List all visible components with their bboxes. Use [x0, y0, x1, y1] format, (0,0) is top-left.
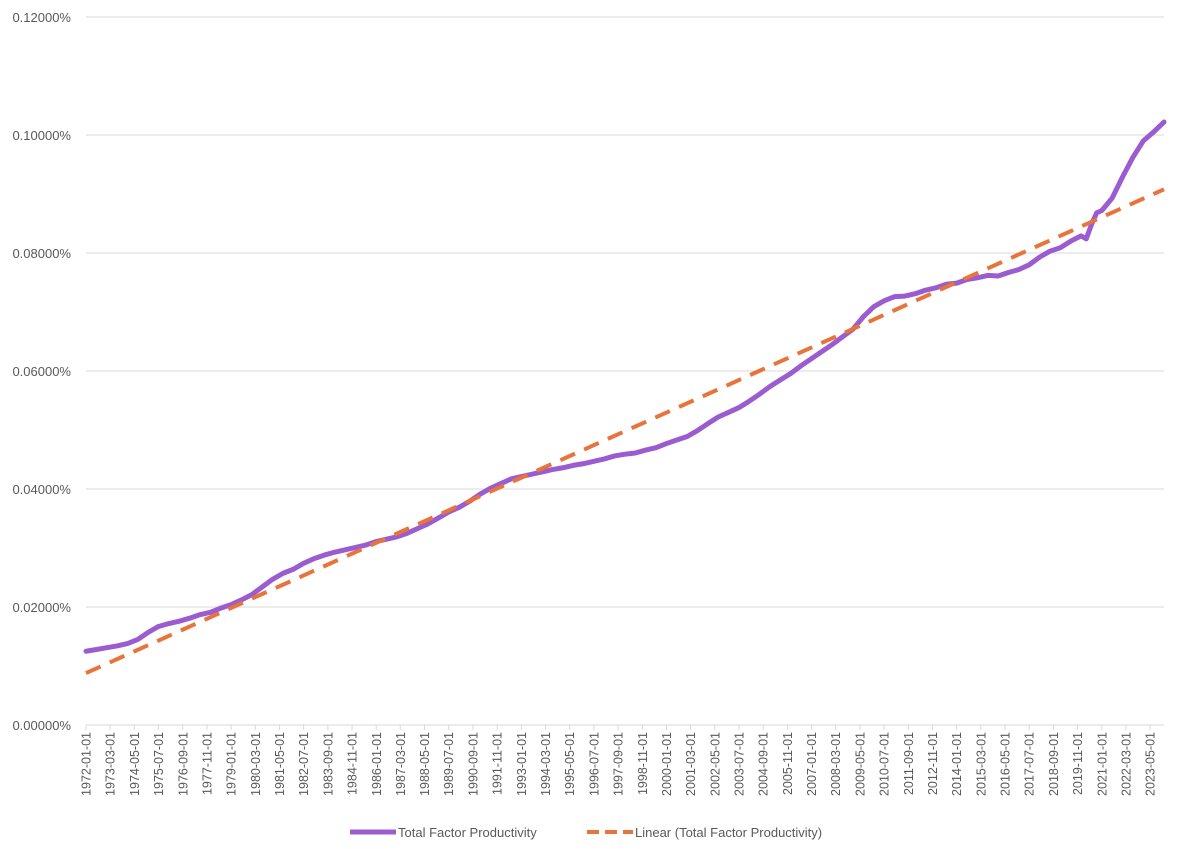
x-tick-label: 2004-09-01 — [757, 732, 771, 796]
y-tick-label: 0.06000% — [12, 364, 71, 379]
x-tick-label: 1988-05-01 — [418, 732, 432, 796]
series-layer — [83, 119, 1167, 675]
trendline-linear — [85, 187, 1165, 675]
x-tick-label: 2003-07-01 — [732, 732, 746, 796]
x-tick-label: 2022-03-01 — [1119, 732, 1133, 796]
x-tick-label: 1994-03-01 — [539, 732, 553, 796]
x-tick-label: 2016-05-01 — [999, 732, 1013, 796]
x-tick-label: 2005-11-01 — [781, 732, 795, 795]
x-tick-label: 1973-03-01 — [104, 732, 118, 796]
x-tick-label: 1977-11-01 — [200, 732, 214, 795]
gridlines — [86, 16, 1164, 608]
x-tick-label: 1991-11-01 — [491, 732, 505, 795]
x-tick-label: 1976-09-01 — [176, 732, 190, 796]
x-tick-label: 2012-11-01 — [926, 732, 940, 795]
x-tick-label: 2017-07-01 — [1023, 732, 1037, 796]
y-axis-tick-labels: 0.00000% 0.02000% 0.04000% 0.06000% 0.08000%… — [12, 10, 71, 733]
x-tick-label: 1983-09-01 — [321, 732, 335, 796]
x-tick-label: 1989-07-01 — [442, 732, 456, 796]
y-tick-label: 0.12000% — [12, 10, 71, 25]
y-tick-label: 0.08000% — [12, 246, 71, 261]
legend-label: Total Factor Productivity — [398, 825, 537, 840]
x-tick-label: 2019-11-01 — [1071, 732, 1085, 795]
x-tick-label: 2021-01-01 — [1095, 732, 1109, 796]
x-tick-label: 1980-03-01 — [249, 732, 263, 796]
x-tick-label: 1972-01-01 — [80, 732, 94, 796]
x-tick-label: 1979-01-01 — [225, 732, 239, 796]
legend-label: Linear (Total Factor Productivity) — [635, 825, 822, 840]
series-line-total-factor-productivity — [83, 119, 1167, 654]
x-tick-label: 1974-05-01 — [128, 732, 142, 796]
x-tick-label: 2014-01-01 — [950, 732, 964, 796]
x-tick-label: 2009-05-01 — [853, 732, 867, 796]
x-tick-label: 2008-03-01 — [829, 732, 843, 796]
x-tick-label: 1997-09-01 — [612, 732, 626, 796]
x-tick-label: 2001-03-01 — [684, 732, 698, 796]
x-tick-label: 2023-05-01 — [1144, 732, 1158, 796]
y-tick-label: 0.02000% — [12, 600, 71, 615]
x-tick-label: 2007-01-01 — [805, 732, 819, 796]
x-tick-label: 2000-01-01 — [660, 732, 674, 796]
x-tick-label: 2010-07-01 — [878, 732, 892, 796]
x-tick-label: 2015-03-01 — [974, 732, 988, 796]
x-tick-label: 1996-07-01 — [587, 732, 601, 796]
x-tick-label: 2018-09-01 — [1047, 732, 1061, 796]
x-tick-label: 1993-01-01 — [515, 732, 529, 796]
x-axis-tick-labels: 1972-01-01 1973-03-01 1974-05-01 1975-07-01… — [80, 725, 1158, 796]
x-tick-label: 2002-05-01 — [708, 732, 722, 796]
x-tick-label: 1984-11-01 — [346, 732, 360, 795]
x-tick-label: 1986-01-01 — [370, 732, 384, 796]
y-tick-label: 0.10000% — [12, 128, 71, 143]
x-tick-label: 1995-05-01 — [563, 732, 577, 796]
y-tick-label: 0.00000% — [12, 718, 71, 733]
x-tick-label: 1982-07-01 — [297, 732, 311, 796]
x-tick-label: 1981-05-01 — [273, 732, 287, 796]
legend: Total Factor Productivity Linear (Total F… — [350, 825, 822, 840]
x-tick-label: 1998-11-01 — [636, 732, 650, 795]
y-tick-label: 0.04000% — [12, 482, 71, 497]
x-tick-label: 1987-03-01 — [394, 732, 408, 796]
x-tick-label: 1975-07-01 — [152, 732, 166, 796]
x-tick-label: 2011-09-01 — [902, 732, 916, 795]
x-tick-label: 1990-09-01 — [466, 732, 480, 796]
